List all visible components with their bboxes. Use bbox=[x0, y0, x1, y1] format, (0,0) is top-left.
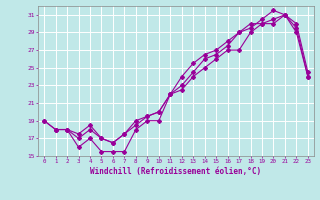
X-axis label: Windchill (Refroidissement éolien,°C): Windchill (Refroidissement éolien,°C) bbox=[91, 167, 261, 176]
